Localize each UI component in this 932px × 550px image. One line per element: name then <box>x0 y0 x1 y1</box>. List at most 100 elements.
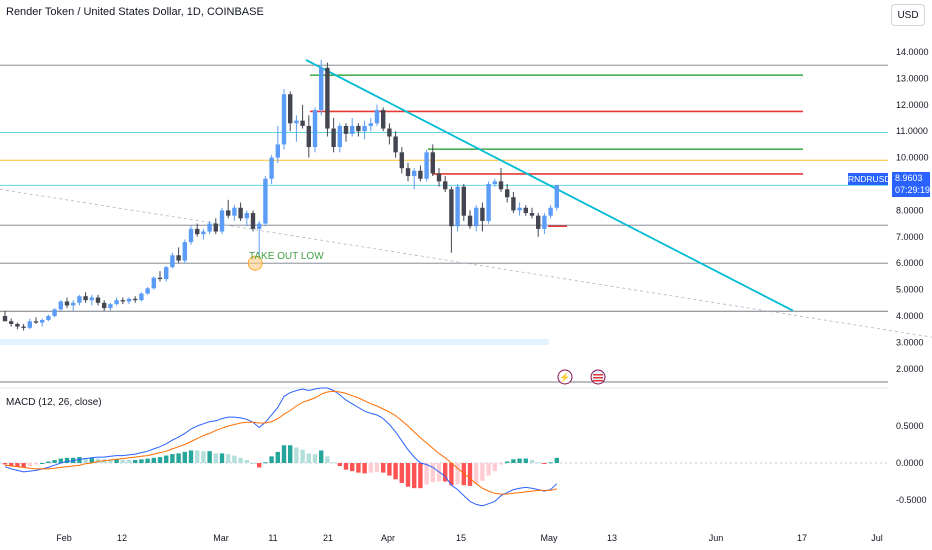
candle-body <box>9 321 14 324</box>
macd-histogram-bar <box>554 457 559 463</box>
macd-histogram-bar <box>306 453 311 463</box>
macd-line <box>4 387 558 507</box>
macd-histogram-bar <box>300 449 305 463</box>
time-tick-label: 21 <box>323 533 333 543</box>
macd-histogram-bar <box>40 463 45 464</box>
macd-histogram-bar <box>374 463 380 472</box>
macd-histogram-bar <box>164 455 169 463</box>
candle-body <box>15 323 20 327</box>
candle-body <box>139 293 144 301</box>
macd-histogram-bar <box>542 463 547 464</box>
low-marker <box>247 255 263 271</box>
candle-body <box>238 207 243 219</box>
time-tick-label: Mar <box>213 533 229 543</box>
macd-tick-label: 0.0000 <box>896 458 924 468</box>
candle-body <box>275 144 280 158</box>
candle-body <box>331 128 336 148</box>
price-tick-label: 11.0000 <box>896 126 928 136</box>
candle-body <box>52 309 57 316</box>
ticker-tag: RNDRUSD <box>848 173 891 185</box>
candle-body <box>108 304 113 309</box>
candle-body <box>263 178 268 224</box>
candle-body <box>374 110 380 124</box>
candle-body <box>529 213 535 216</box>
candle-body <box>89 297 94 301</box>
candle-body <box>436 173 442 182</box>
macd-histogram-bar <box>226 454 231 463</box>
macd-histogram-bar <box>418 463 423 489</box>
price-tick-label: 14.0000 <box>896 47 929 57</box>
macd-histogram-bar <box>126 460 132 463</box>
candle-body <box>312 110 318 148</box>
candle-body <box>102 302 107 309</box>
candle-body <box>418 170 423 179</box>
candle-body <box>343 125 349 134</box>
macd-histogram-bar <box>511 459 516 463</box>
candle-body <box>337 125 342 148</box>
candle-body <box>58 301 63 310</box>
macd-histogram-bar <box>77 457 82 463</box>
candle-body <box>467 215 473 227</box>
candle-body <box>207 223 212 232</box>
candle-body <box>492 181 497 184</box>
macd-histogram-bar <box>58 458 63 463</box>
macd-histogram-bar <box>269 456 274 463</box>
candle-body <box>294 120 299 124</box>
macd-histogram-bar <box>33 463 39 465</box>
candle-body <box>77 296 82 303</box>
price-tick-label: 2.0000 <box>896 364 924 374</box>
price-tick-label: 5.0000 <box>896 285 924 295</box>
time-tick-label: 11 <box>268 533 277 543</box>
candle-body <box>201 231 206 235</box>
last-price: 8.9603 <box>895 173 923 183</box>
time-tick-label: 12 <box>117 533 127 543</box>
flag-stripe-icon <box>593 380 603 382</box>
candle-body <box>430 152 435 174</box>
macd-histogram-bar <box>275 451 280 463</box>
macd-histogram-bar <box>294 447 299 463</box>
candle-body <box>226 210 231 216</box>
candle-body <box>157 277 163 280</box>
candle-body <box>362 125 367 132</box>
price-tick-label: 4.0000 <box>896 311 924 321</box>
macd-histogram-bar <box>455 463 460 485</box>
time-tick-label: Jul <box>871 533 883 543</box>
macd-histogram-bar <box>157 457 163 463</box>
time-tick-label: Feb <box>56 533 72 543</box>
candle-body <box>300 120 305 126</box>
macd-histogram-bar <box>368 463 373 473</box>
macd-histogram-bar <box>238 457 243 463</box>
macd-histogram-bar <box>257 463 262 468</box>
candle-body <box>523 207 528 214</box>
macd-histogram-bar <box>548 462 553 464</box>
candle-body <box>461 186 466 216</box>
signal-line <box>4 390 557 495</box>
price-tick-label: 3.0000 <box>896 337 924 347</box>
macd-histogram-bar <box>89 457 94 463</box>
bar-countdown: 07:29:19 <box>895 185 931 195</box>
price-tick-label: 12.0000 <box>896 100 929 110</box>
macd-histogram-bar <box>21 463 26 468</box>
candle-body <box>145 288 150 294</box>
candle-body <box>288 94 293 124</box>
macd-histogram-bar <box>201 451 206 463</box>
macd-histogram-bar <box>170 454 175 463</box>
currency-button[interactable]: USD <box>891 4 925 26</box>
macd-histogram-bar <box>492 463 497 472</box>
macd-histogram-bar <box>27 463 32 466</box>
macd-histogram-bar <box>95 458 101 463</box>
candle-body <box>33 321 39 323</box>
macd-histogram-bar <box>52 460 57 463</box>
dashed-trendline <box>0 188 932 338</box>
candle-body <box>356 125 361 132</box>
candle-body <box>399 152 404 169</box>
candle-body <box>505 189 510 198</box>
candle-body <box>232 207 237 216</box>
price-tick-label: 13.0000 <box>896 73 929 83</box>
candle-body <box>517 207 522 211</box>
candle-body <box>306 125 311 148</box>
macd-histogram-bar <box>486 463 491 476</box>
macd-histogram-bar <box>343 463 349 470</box>
candle-body <box>195 228 200 235</box>
